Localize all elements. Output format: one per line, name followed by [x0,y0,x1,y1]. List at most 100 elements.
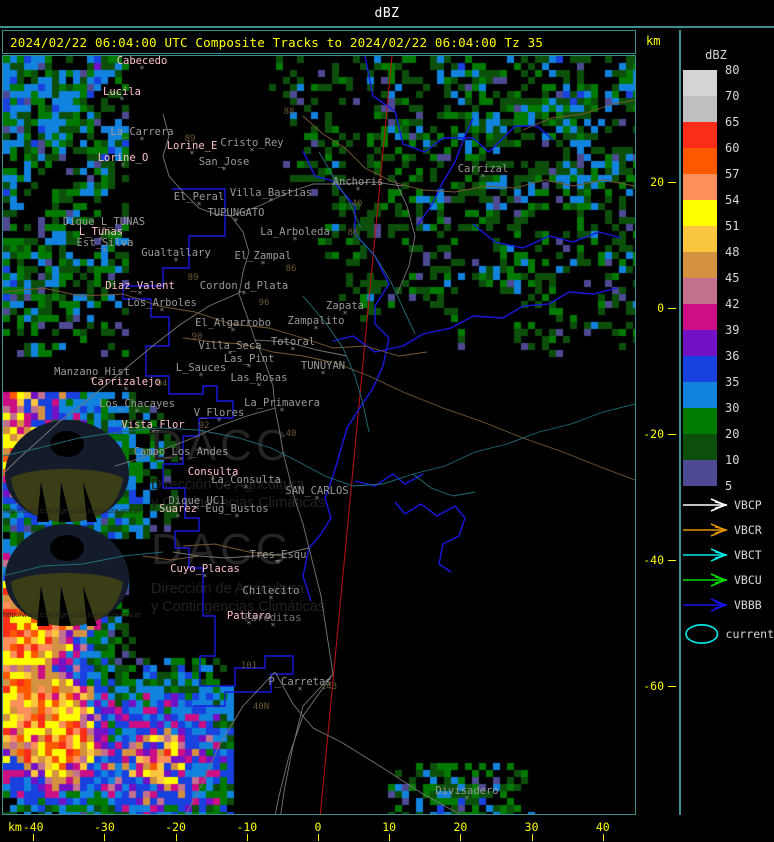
dbz-color-band [683,356,717,382]
town-marker-icon: * [241,290,247,300]
road-number-label: 40N [252,702,270,712]
x-axis-tick-mark [531,834,533,841]
track-arrow-icon [683,572,728,587]
town-label: San_Jose [198,156,250,168]
town-label: Cuyo_Placas [170,563,240,575]
town-marker-icon: * [216,417,222,427]
town-marker-icon: * [279,407,285,417]
town-marker-icon: * [159,307,165,317]
track-legend-item[interactable]: VBCP [681,492,774,517]
town-marker-icon: * [268,197,274,207]
km-unit-label-top: km [646,34,661,48]
town-label: Divisadero [435,785,499,797]
town-label: Los_Chacayes [99,398,175,410]
town-marker-icon: * [314,495,320,505]
town-marker-icon: * [268,595,274,605]
town-label: Dique_UC1 [168,495,226,507]
town-marker-icon: * [292,236,298,246]
town-marker-icon: * [101,226,107,236]
town-label: L_Sauces [175,362,227,374]
x-axis-tick-label: -40 [22,820,44,834]
y-axis: 20 0 -20 -40 -60 [638,55,678,815]
town-marker-icon: * [139,65,145,75]
town-marker-icon: * [137,290,143,300]
town-label: Pareditas [244,612,302,624]
dbz-scale-label: 54 [725,193,740,207]
road-number-label: 96 [258,298,270,308]
x-axis-unit-label: km [8,820,22,834]
y-axis-tick-label: -60 [643,679,664,693]
y-axis-tick-label: -20 [643,427,664,441]
track-legend-item[interactable]: VBBB [681,592,774,617]
route-line-red [319,56,393,814]
town-marker-icon: * [196,201,202,211]
x-axis-tick-mark [175,834,177,841]
town-label: TUPUNGATO [207,207,265,219]
town-marker-icon: * [260,260,266,270]
y-axis-tick-label: 20 [650,175,664,189]
town-label: Lucila [103,86,141,98]
x-axis-tick-label: 20 [453,820,468,834]
dbz-scale-label: 80 [725,63,740,77]
x-axis: km -40 -30 -20 -10 0 10 20 30 40 [2,816,636,842]
track-arrow-icon [683,522,728,537]
x-axis-tick-label: -30 [94,820,115,834]
dbz-color-bar [683,70,717,486]
town-label: TUNUYAN [300,360,346,372]
town-marker-icon: * [246,620,252,630]
x-axis-tick-label: 30 [524,820,539,834]
town-label: Cabecedo [116,55,168,67]
town-label: La_Primavera [244,397,320,409]
town-label: Anchoris [332,176,384,188]
road-network-gray [3,113,461,814]
track-legend-label: VBCP [734,497,762,512]
town-label: Zampalito [287,315,345,327]
track-legend-item[interactable]: VBCR [681,517,774,542]
town-label: Las_Pint [223,353,275,365]
current-cell-legend-item[interactable]: current [681,617,774,651]
town-label: Lorine_O [97,152,149,164]
town-label: Suarez [159,503,197,515]
town-marker-icon: * [290,346,296,356]
town-label: La_Consulta [211,474,281,486]
town-label: Villa_Seca [198,340,262,352]
track-arrow-icon [683,597,728,612]
dbz-scale-label: 20 [725,427,740,441]
road-number-label: 92 [198,421,210,431]
road-number-label: 101 [240,661,258,671]
road-number-label: 143 [320,682,338,692]
town-marker-icon: * [98,236,104,246]
track-legend: VBCP VBCR VBCT VBCU VBBB current [681,492,774,651]
town-label: La_Carrera [110,126,174,138]
dbz-color-band [683,148,717,174]
town-label: Cordon_d_Plata [199,280,289,292]
town-marker-icon: * [175,513,181,523]
road-number-label: 94 [156,379,168,389]
x-axis-tick-label: -10 [236,820,258,834]
town-marker-icon: * [102,247,108,257]
dbz-color-band [683,70,717,96]
town-marker-icon: * [233,217,239,227]
town-marker-icon: * [313,325,319,335]
radar-map-frame[interactable]: DACC Dirección de Agricultura y Continge… [2,55,636,815]
town-marker-icon: * [234,513,240,523]
timestamp-header: 2024/02/22 06:04:00 UTC Composite Tracks… [2,30,636,54]
river-network [3,151,635,577]
window-title-bar: dBZ [0,0,774,28]
track-legend-item[interactable]: VBCT [681,542,774,567]
track-legend-item[interactable]: VBCU [681,567,774,592]
track-legend-label: VBBB [734,597,762,612]
x-axis-tick-label: -20 [165,820,186,834]
town-label: Lorine_E [166,140,218,152]
dbz-color-band [683,200,717,226]
town-label: Los_Arboles [127,297,197,309]
dbz-color-band [683,330,717,356]
dbz-color-band [683,408,717,434]
town-label: El_Peral [173,191,225,203]
town-marker-icon: * [134,408,140,418]
window-title: dBZ [374,5,400,21]
road-number-label: 86 [285,264,297,274]
road-number-label: 89 [187,273,199,283]
town-label: Vista_Flor [121,419,185,431]
